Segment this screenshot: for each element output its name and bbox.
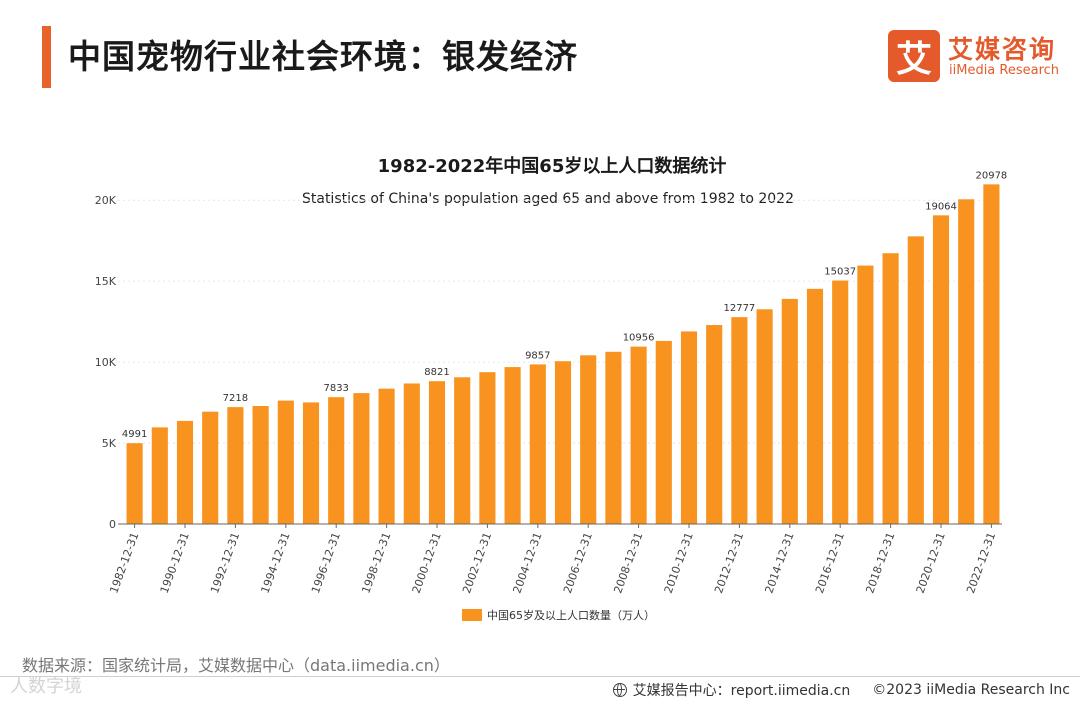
bar[interactable] [680,331,698,524]
x-tick-label: 1994-12-31 [259,531,293,596]
title-accent-bar [42,26,51,88]
x-axis-ticks: 1982-12-31 1990-12-31 1992-12-31 1994-12-31… [107,524,998,595]
bar[interactable] [832,280,849,524]
logo-chinese-name: 艾媒咨询 [948,35,1057,64]
footer-divider [0,676,1080,677]
bar[interactable] [605,351,622,524]
bar[interactable] [958,199,975,524]
bar[interactable] [857,265,874,524]
x-tick-label: 1992-12-31 [208,531,242,596]
bars [126,184,1000,524]
x-tick-label: 2022-12-31 [964,531,998,596]
bar[interactable] [932,215,950,524]
bar[interactable] [378,388,395,524]
bar-data-label: 15037 [824,267,856,278]
bar[interactable] [479,372,496,524]
population-bar-chart: 1982-2022年中国65岁以上人口数据统计 Statistics of Ch… [95,155,1008,622]
y-axis-ticks: 0 5K 10K 15K 20K [95,194,117,531]
chart-legend[interactable]: 中国65岁及以上人口数量（万人） [462,608,655,622]
x-tick-label: 2020-12-31 [914,531,948,596]
bar[interactable] [756,309,773,524]
x-tick-label: 2000-12-31 [410,531,444,596]
bar[interactable] [882,253,899,524]
bar-data-label: 20978 [975,170,1007,181]
y-tick-label: 15K [95,275,117,288]
bar[interactable] [529,364,546,524]
x-tick-label: 2008-12-31 [611,531,645,596]
bar[interactable] [580,355,597,524]
x-tick-label: 2002-12-31 [460,531,494,596]
legend-swatch [462,609,482,621]
x-tick-label: 2014-12-31 [763,531,797,596]
bar[interactable] [151,427,168,524]
footer-copyright: ©2023 iiMedia Research Inc [872,682,1070,698]
y-tick-label: 5K [102,437,117,450]
bar-data-label: 9857 [525,350,550,361]
x-tick-label: 2016-12-31 [813,531,847,596]
x-tick-label: 2006-12-31 [561,531,595,596]
x-tick-label: 2012-12-31 [712,531,746,596]
bar[interactable] [202,411,219,524]
bar[interactable] [353,393,370,524]
bar[interactable] [176,420,194,524]
bar-data-label: 12777 [723,303,755,314]
x-tick-label: 1996-12-31 [309,531,343,596]
bar[interactable] [907,236,924,524]
bar-data-label: 7833 [323,383,348,394]
data-labels: 4991 7218 7833 8821 9857 10956 12777 15037 19064… [122,170,1007,440]
y-tick-label: 20K [95,194,117,207]
bar[interactable] [454,377,471,524]
page-title: 中国宠物行业社会环境：银发经济 [68,37,578,76]
bar-data-label: 19064 [925,201,957,212]
x-tick-label: 2004-12-31 [511,531,545,596]
bar-data-label: 7218 [223,393,248,404]
bar[interactable] [731,317,748,524]
bar[interactable] [504,367,521,524]
bar[interactable] [328,397,345,524]
bar[interactable] [554,361,572,524]
bar[interactable] [806,288,824,524]
y-tick-label: 10K [95,356,117,369]
x-tick-label: 1990-12-31 [158,531,192,596]
bar[interactable] [403,383,420,524]
bar[interactable] [126,443,143,524]
x-tick-label: 2018-12-31 [863,531,897,596]
bar-data-label: 4991 [122,429,147,440]
chart-title: 1982-2022年中国65岁以上人口数据统计 [378,155,727,177]
logo-mark-icon: 艾 [888,30,940,82]
watermark-text: 人数字境 [10,676,82,697]
globe-icon [612,683,627,697]
bar[interactable] [252,405,269,524]
logo-english-name: iiMedia Research [949,63,1060,78]
bar[interactable] [655,340,672,524]
bar[interactable] [227,407,244,524]
bar-data-label: 8821 [424,367,449,378]
legend-label: 中国65岁及以上人口数量（万人） [487,608,655,622]
x-tick-label: 1982-12-31 [107,531,141,596]
footer-bar: 艾媒报告中心：report.iimedia.cn ©2023 iiMedia R… [612,680,1070,700]
x-tick-label: 2010-12-31 [662,531,696,596]
data-source-note: 数据来源：国家统计局，艾媒数据中心（data.iimedia.cn） [22,656,450,675]
bar[interactable] [302,402,320,524]
bar[interactable] [277,400,294,524]
bar[interactable] [630,346,647,524]
footer-report-link[interactable]: 艾媒报告中心：report.iimedia.cn [632,683,851,699]
iimedia-logo: 艾 艾媒咨询 iiMedia Research [888,30,1068,82]
bar[interactable] [428,381,446,524]
bar[interactable] [781,298,798,524]
bar[interactable] [706,325,723,524]
y-tick-label: 0 [109,518,116,531]
bar-data-label: 10956 [623,333,655,344]
chart-subtitle: Statistics of China's population aged 65… [302,191,794,207]
x-tick-label: 1998-12-31 [359,531,393,596]
bar[interactable] [983,184,1000,524]
